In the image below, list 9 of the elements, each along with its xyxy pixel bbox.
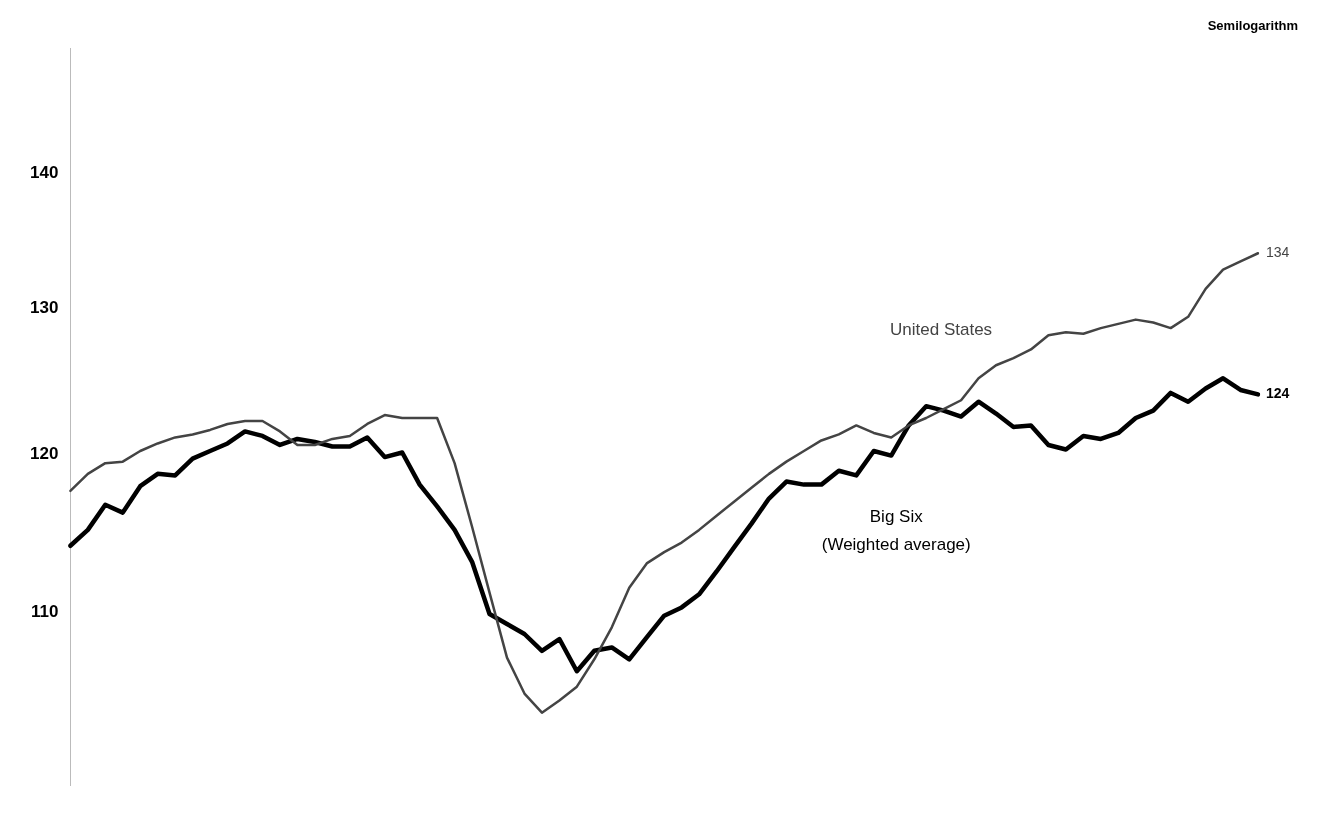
y-tick-label: 120 xyxy=(29,443,59,463)
series-label: United States xyxy=(890,319,993,339)
y-tick-label: 130 xyxy=(29,298,59,318)
y-tick-label: 140 xyxy=(29,163,59,183)
y-tick-label: 110 xyxy=(30,602,59,622)
data-label: 134 xyxy=(1266,244,1290,261)
series-label: Big Six (Weighted average) xyxy=(821,507,971,555)
data-label: 124 xyxy=(1266,385,1290,402)
text: Semilogarithm xyxy=(1207,18,1298,34)
